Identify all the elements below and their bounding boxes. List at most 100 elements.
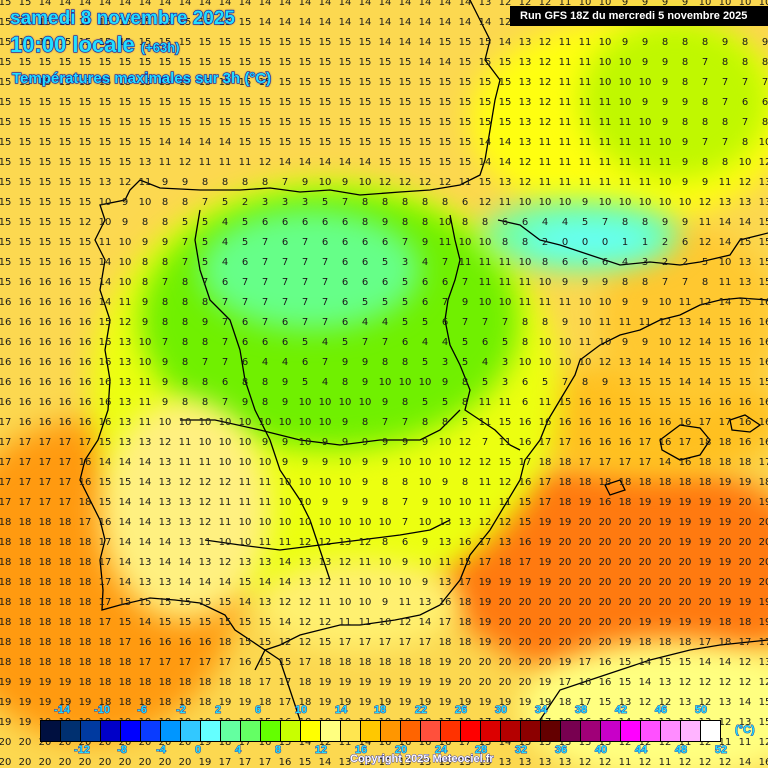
grid-value: 15: [238, 17, 252, 28]
grid-value: 9: [681, 177, 689, 188]
grid-value: 18: [138, 677, 152, 688]
grid-value: 19: [378, 677, 392, 688]
grid-value: 19: [358, 677, 372, 688]
grid-value: 18: [718, 637, 732, 648]
grid-value: 8: [721, 117, 729, 128]
grid-value: 6: [441, 317, 449, 328]
grid-value: 15: [658, 397, 672, 408]
grid-value: 10: [218, 457, 232, 468]
grid-value: 10: [178, 417, 192, 428]
legend-swatch: [701, 721, 720, 741]
grid-value: 9: [681, 137, 689, 148]
grid-value: 9: [661, 217, 669, 228]
legend-swatch: [561, 721, 581, 741]
grid-value: 9: [661, 117, 669, 128]
grid-value: 11: [478, 417, 492, 428]
grid-value: 20: [618, 577, 632, 588]
grid-value: 11: [238, 497, 252, 508]
grid-value: 3: [281, 197, 289, 208]
grid-value: 11: [718, 737, 732, 748]
grid-value: 16: [518, 477, 532, 488]
legend-swatch: [681, 721, 701, 741]
grid-value: 11: [578, 57, 592, 68]
grid-value: 15: [298, 57, 312, 68]
grid-value: 12: [198, 477, 212, 488]
grid-value: 20: [758, 517, 768, 528]
grid-value: 9: [381, 217, 389, 228]
grid-value: 12: [378, 177, 392, 188]
grid-value: 19: [638, 497, 652, 508]
legend-swatch: [441, 721, 461, 741]
grid-value: 15: [118, 97, 132, 108]
grid-value: 19: [478, 577, 492, 588]
grid-value: 18: [0, 617, 12, 628]
legend-label: 4: [234, 744, 242, 757]
grid-value: 15: [258, 137, 272, 148]
grid-value: 15: [158, 617, 172, 628]
grid-value: 10: [518, 357, 532, 368]
grid-value: 3: [261, 197, 269, 208]
grid-value: 17: [38, 477, 52, 488]
grid-value: 15: [438, 117, 452, 128]
grid-value: 17: [18, 437, 32, 448]
grid-value: 15: [478, 117, 492, 128]
grid-value: 18: [78, 537, 92, 548]
grid-value: 5: [361, 297, 369, 308]
grid-value: 11: [578, 157, 592, 168]
grid-value: 10: [698, 0, 712, 8]
grid-value: 12: [438, 177, 452, 188]
grid-value: 12: [578, 757, 592, 768]
grid-value: 15: [178, 97, 192, 108]
grid-value: 7: [721, 77, 729, 88]
grid-value: 9: [381, 597, 389, 608]
grid-value: 12: [218, 477, 232, 488]
grid-value: 17: [638, 437, 652, 448]
grid-value: 8: [681, 57, 689, 68]
grid-value: 15: [38, 177, 52, 188]
legend-swatch: [301, 721, 321, 741]
grid-value: 4: [381, 317, 389, 328]
grid-value: 15: [158, 117, 172, 128]
grid-value: 7: [221, 397, 229, 408]
grid-value: 19: [698, 497, 712, 508]
grid-value: 10: [638, 117, 652, 128]
grid-value: 11: [478, 497, 492, 508]
grid-value: 7: [721, 97, 729, 108]
grid-value: 12: [758, 677, 768, 688]
grid-value: 15: [78, 257, 92, 268]
grid-value: 15: [138, 97, 152, 108]
grid-value: 14: [638, 657, 652, 668]
grid-value: 0: [581, 237, 589, 248]
grid-value: 10: [498, 297, 512, 308]
grid-value: 16: [618, 437, 632, 448]
grid-value: 5: [201, 237, 209, 248]
grid-value: 15: [38, 97, 52, 108]
grid-value: 6: [581, 257, 589, 268]
grid-value: 10: [678, 197, 692, 208]
grid-value: 15: [98, 117, 112, 128]
grid-value: 16: [78, 337, 92, 348]
grid-value: 13: [178, 517, 192, 528]
grid-value: 7: [241, 297, 249, 308]
grid-value: 19: [698, 557, 712, 568]
grid-value: 14: [138, 457, 152, 468]
grid-value: 15: [378, 137, 392, 148]
grid-value: 17: [398, 637, 412, 648]
grid-value: 8: [421, 417, 429, 428]
grid-value: 20: [18, 737, 32, 748]
grid-value: 8: [421, 217, 429, 228]
legend-label: 48: [674, 744, 688, 757]
grid-value: 7: [321, 257, 329, 268]
grid-value: 18: [18, 557, 32, 568]
grid-value: 19: [698, 537, 712, 548]
legend-swatch: [501, 721, 521, 741]
grid-value: 10: [598, 337, 612, 348]
grid-value: 9: [401, 437, 409, 448]
grid-value: 15: [458, 137, 472, 148]
grid-value: 17: [638, 457, 652, 468]
grid-value: 9: [701, 177, 709, 188]
grid-value: 15: [378, 57, 392, 68]
grid-value: 18: [398, 657, 412, 668]
grid-value: 16: [678, 457, 692, 468]
grid-value: 13: [158, 477, 172, 488]
